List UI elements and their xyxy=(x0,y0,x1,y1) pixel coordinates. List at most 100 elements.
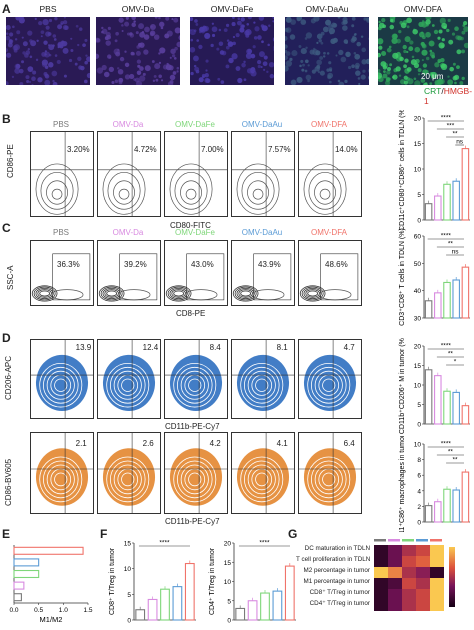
bar xyxy=(452,391,460,425)
y-axis-label: CD3⁺CD8⁺ T cells in TDLN (%) xyxy=(399,228,406,326)
contour-plot xyxy=(31,132,93,216)
tick-label: 10 xyxy=(414,383,422,390)
tick-label: 0.0 xyxy=(9,607,18,614)
significance-label: ns xyxy=(456,139,464,146)
group-color-bar xyxy=(374,539,386,542)
flow-value-label: 13.9 xyxy=(75,343,92,353)
significance-label: ** xyxy=(448,449,454,456)
bar xyxy=(452,489,460,523)
bar xyxy=(443,390,451,425)
heatmap-row-label: CD4⁺ T/Treg in tumor xyxy=(309,600,370,607)
heatmap-cell xyxy=(430,600,444,611)
bar xyxy=(452,279,460,319)
flow-value-label: 6.4 xyxy=(343,439,355,449)
heatmap-cell xyxy=(430,589,444,600)
tick-label: 30 xyxy=(414,316,422,323)
micro-image-daau xyxy=(285,17,369,85)
tick-label: 4 xyxy=(417,488,421,495)
flow-plot-box: 4.1 xyxy=(231,432,295,514)
significance-label: **** xyxy=(441,343,452,350)
heatmap-cell xyxy=(402,567,416,578)
heatmap-cell xyxy=(416,600,430,611)
flow-plot-box: 14.0% xyxy=(298,131,362,217)
panel-letter-a: A xyxy=(2,2,11,16)
c-x-label: CD8-PE xyxy=(176,309,206,318)
legend-sep: / xyxy=(441,86,444,96)
significance-label: ** xyxy=(448,351,454,358)
tick-label: 10 xyxy=(414,167,422,174)
bar xyxy=(434,292,442,319)
heatmap-cell xyxy=(430,545,444,556)
bar xyxy=(461,471,470,523)
b-x-label: CD80-FITC xyxy=(170,221,211,230)
a-group-label: OMV-DFA xyxy=(403,4,443,14)
bar xyxy=(247,600,258,621)
heatmap-row-label: M2 percentage in tumor xyxy=(303,567,370,574)
tick-label: 5 xyxy=(127,592,131,599)
significance-label: **** xyxy=(441,115,452,122)
bar xyxy=(434,375,442,425)
heatmap-cell xyxy=(388,567,402,578)
group-label: OMV-Da xyxy=(112,120,144,129)
heatmap-row-label: DC maturation in TDLN xyxy=(304,545,370,552)
tick-label: 15 xyxy=(124,541,132,548)
y-axis-label: CD11c⁺CD80⁺CD86⁺ cells in TDLN (%) xyxy=(399,110,406,230)
heatmap-cell xyxy=(402,578,416,589)
chart-f2: 0 5 10 15 20 CD4⁺ T/Treg in tumor **** xyxy=(209,540,296,625)
heatmap-cell xyxy=(416,545,430,556)
tick-label: 10 xyxy=(414,442,422,449)
contour-plot xyxy=(232,253,292,302)
group-label: OMV-DaFe xyxy=(174,228,215,237)
flow-value-label: 4.2 xyxy=(209,439,221,449)
flow-value-label: 43.0% xyxy=(191,260,214,270)
contour-plot xyxy=(31,340,93,418)
micro-image-dfa xyxy=(378,17,468,85)
heatmap-cell xyxy=(402,556,416,567)
significance-label: * xyxy=(454,359,457,366)
tick-label: 0 xyxy=(227,618,231,625)
panel-letter-f: F xyxy=(100,527,108,541)
flow-value-label: 3.20% xyxy=(66,144,90,154)
flow-plot-box: 12.4 xyxy=(97,339,161,419)
significance-label: ** xyxy=(453,131,459,138)
flow-plot-box: 8.4 xyxy=(164,339,228,419)
bar xyxy=(147,598,158,621)
heatmap-cell xyxy=(430,556,444,567)
flow-value-label: 14.0% xyxy=(334,144,358,154)
panel-letter-c: C xyxy=(2,221,11,235)
stain-legend: CRT/HMGB-1 xyxy=(424,86,474,106)
significance-label: ** xyxy=(453,457,459,464)
contour-plot xyxy=(232,132,294,216)
heatmap-cell xyxy=(374,578,388,589)
contour-plot xyxy=(98,132,160,216)
heatmap-cell xyxy=(374,567,388,578)
heatmap-row-label: CD8⁺ T/Treg in tumor xyxy=(309,589,370,596)
bar xyxy=(443,488,451,523)
contour-plot xyxy=(165,340,227,418)
contour-plot xyxy=(98,433,160,513)
a-group-label: OMV-DaFe xyxy=(210,4,254,14)
flow-value-label: 7.00% xyxy=(200,144,224,154)
flow-value-label: 43.9% xyxy=(258,260,281,270)
group-label: OMV-DaAu xyxy=(241,120,283,129)
contour-plot xyxy=(299,433,361,513)
flow-value-label: 8.1 xyxy=(276,343,288,353)
legend-hmgb: HMGB-1 xyxy=(424,86,473,106)
bar xyxy=(260,592,270,621)
chart-b: 0 5 10 15 20 CD11c⁺CD80⁺CD86⁺ cells in TDLN (… xyxy=(399,110,470,230)
heatmap-cell xyxy=(388,600,402,611)
tick-label: 1.5 xyxy=(83,607,92,614)
tick-label: 50 xyxy=(414,261,422,268)
bar xyxy=(272,590,283,621)
flow-value-label: 2.1 xyxy=(75,439,87,449)
bar xyxy=(13,569,40,579)
bar xyxy=(13,558,40,567)
flow-plot-box: 36.3% xyxy=(30,240,94,306)
tick-label: 15 xyxy=(224,560,232,567)
flow-plot-box: 8.1 xyxy=(231,339,295,419)
chart-c: 30 40 50 60 CD3⁺CD8⁺ T cells in TDLN (%) ****… xyxy=(399,228,470,326)
bar xyxy=(13,593,22,602)
tick-label: 1.0 xyxy=(59,607,68,614)
contour-plot xyxy=(232,340,294,418)
bar xyxy=(424,300,433,319)
